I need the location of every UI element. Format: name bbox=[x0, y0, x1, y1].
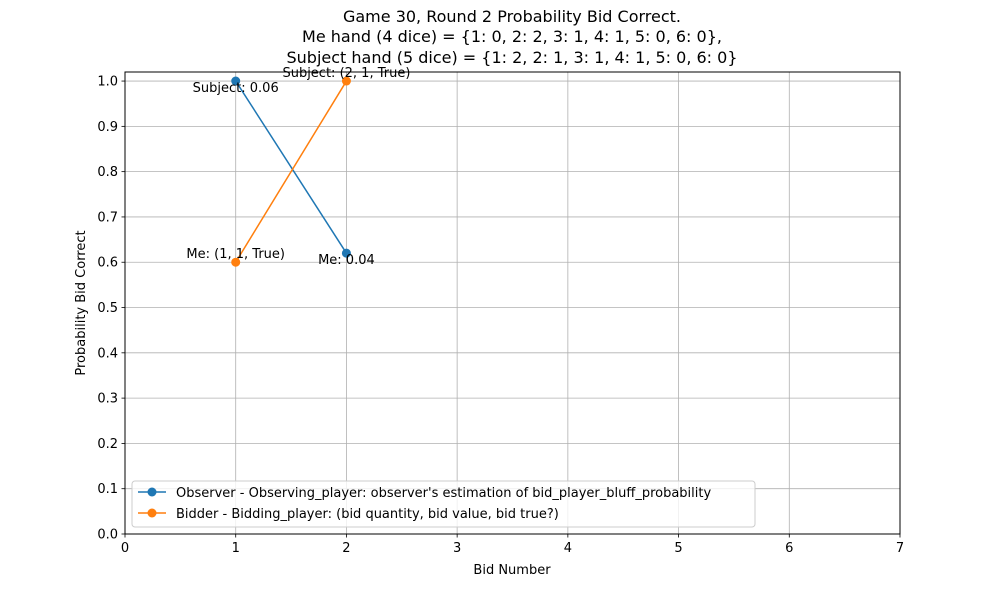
x-tick-label: 2 bbox=[342, 541, 350, 556]
y-tick-label: 0.6 bbox=[97, 256, 118, 271]
chart-title: Game 30, Round 2 Probability Bid Correct… bbox=[286, 7, 737, 67]
y-tick-label: 1.0 bbox=[97, 75, 118, 90]
chart-title-line-1: Game 30, Round 2 Probability Bid Correct… bbox=[343, 7, 681, 26]
series-layer bbox=[231, 76, 351, 267]
y-tick-label: 0.5 bbox=[97, 301, 118, 316]
data-point bbox=[231, 257, 241, 267]
data-point bbox=[341, 248, 351, 258]
legend: Observer - Observing_player: observer's … bbox=[131, 480, 756, 528]
y-axis-label: Probability Bid Correct bbox=[74, 230, 89, 375]
annotation-label: Me: 0.04 bbox=[318, 253, 375, 268]
data-point bbox=[231, 76, 241, 86]
x-tick-label: 7 bbox=[896, 541, 904, 556]
x-tick-label: 1 bbox=[232, 541, 240, 556]
plot-frame bbox=[124, 71, 901, 535]
y-tick-label: 0.7 bbox=[97, 210, 118, 225]
annotation-label: Subject: (2, 1, True) bbox=[282, 66, 410, 81]
x-tick-label: 5 bbox=[674, 541, 682, 556]
y-tick-label: 0.4 bbox=[97, 346, 118, 361]
y-tick-label: 0.1 bbox=[97, 482, 118, 497]
annotation-label: Me: (1, 1, True) bbox=[186, 247, 285, 262]
annotations: Subject: 0.06 Me: 0.04 Me: (1, 1, True) Sub… bbox=[186, 66, 410, 268]
chart-title-line-3: Subject hand (5 dice) = {1: 2, 2: 1, 3: … bbox=[286, 48, 737, 67]
y-tick-label: 0.0 bbox=[97, 528, 118, 543]
legend-label-observer: Observer - Observing_player: observer's … bbox=[176, 486, 711, 501]
x-tick-label: 3 bbox=[453, 541, 461, 556]
y-tick-label: 0.9 bbox=[97, 120, 118, 135]
x-tick-label: 6 bbox=[785, 541, 793, 556]
chart-title-line-2: Me hand (4 dice) = {1: 0, 2: 2, 3: 1, 4:… bbox=[302, 27, 722, 46]
plot-area bbox=[125, 72, 900, 534]
legend-label-bidder: Bidder - Bidding_player: (bid quantity, … bbox=[176, 507, 559, 522]
axis-ticks: 0 1 2 3 4 5 6 7 0.0 0.1 0.2 0.3 0.4 0.5 0.6 0.7 0.8 0.9 1.… bbox=[97, 75, 904, 556]
x-tick-label: 0 bbox=[121, 541, 129, 556]
legend-marker-observer bbox=[147, 487, 157, 497]
y-tick-label: 0.8 bbox=[97, 165, 118, 180]
legend-box bbox=[131, 480, 756, 528]
data-point bbox=[341, 76, 351, 86]
y-tick-label: 0.2 bbox=[97, 437, 118, 452]
y-tick-label: 0.3 bbox=[97, 392, 118, 407]
legend-marker-bidder bbox=[147, 508, 157, 518]
annotation-label: Subject: 0.06 bbox=[193, 81, 279, 96]
series-line-1 bbox=[235, 80, 348, 263]
x-axis-label: Bid Number bbox=[473, 563, 551, 578]
x-tick-label: 4 bbox=[564, 541, 572, 556]
series-line-0 bbox=[235, 80, 348, 254]
